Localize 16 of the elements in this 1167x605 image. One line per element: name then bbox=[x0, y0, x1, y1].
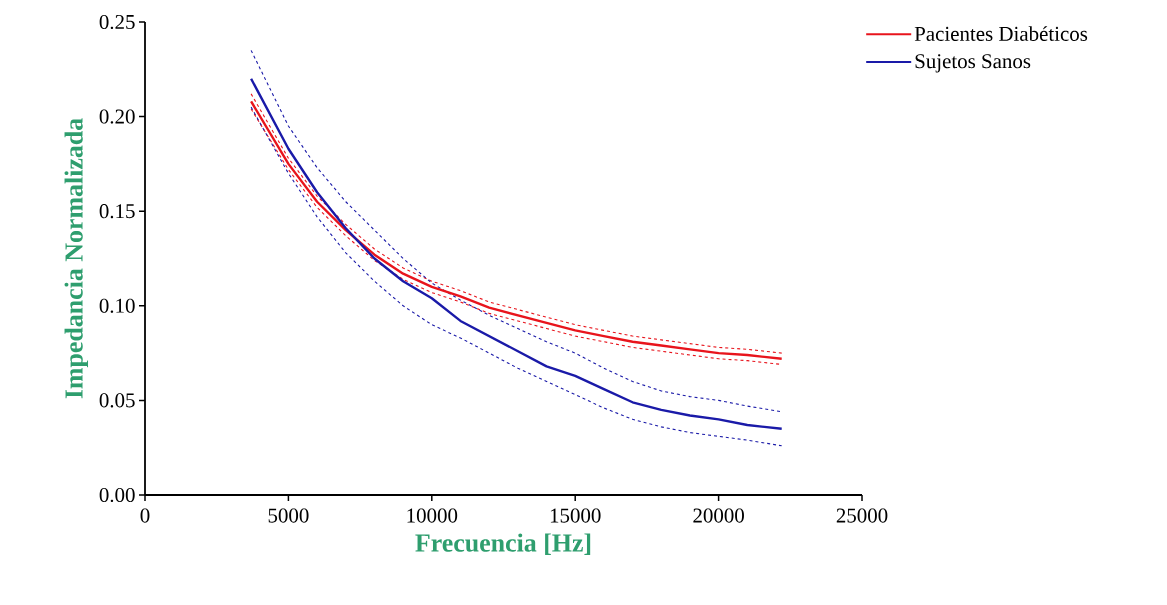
x-tick-label: 5000 bbox=[268, 508, 309, 523]
y-tick-label: 0.10 bbox=[99, 298, 135, 313]
x-axis-title: Frecuencia [Hz] bbox=[415, 533, 591, 555]
y-tick-label: 0.25 bbox=[99, 14, 135, 30]
x-tick-label: 15000 bbox=[550, 508, 601, 523]
x-tick-label: 20000 bbox=[693, 508, 744, 523]
y-tick-label: 0.20 bbox=[99, 109, 135, 124]
x-tick-label: 0 bbox=[140, 508, 150, 523]
y-tick-label: 0.00 bbox=[99, 487, 135, 503]
legend-label: Pacientes Diabéticos bbox=[914, 26, 1088, 41]
y-tick-label: 0.15 bbox=[99, 204, 135, 219]
y-axis-title: Impedancia Normalizada bbox=[64, 118, 89, 399]
y-tick-label: 0.05 bbox=[99, 393, 135, 408]
legend-label: Sujetos Sanos bbox=[915, 54, 1031, 73]
x-tick-label: 25000 bbox=[836, 508, 888, 523]
x-tick-label: 10000 bbox=[407, 508, 458, 523]
